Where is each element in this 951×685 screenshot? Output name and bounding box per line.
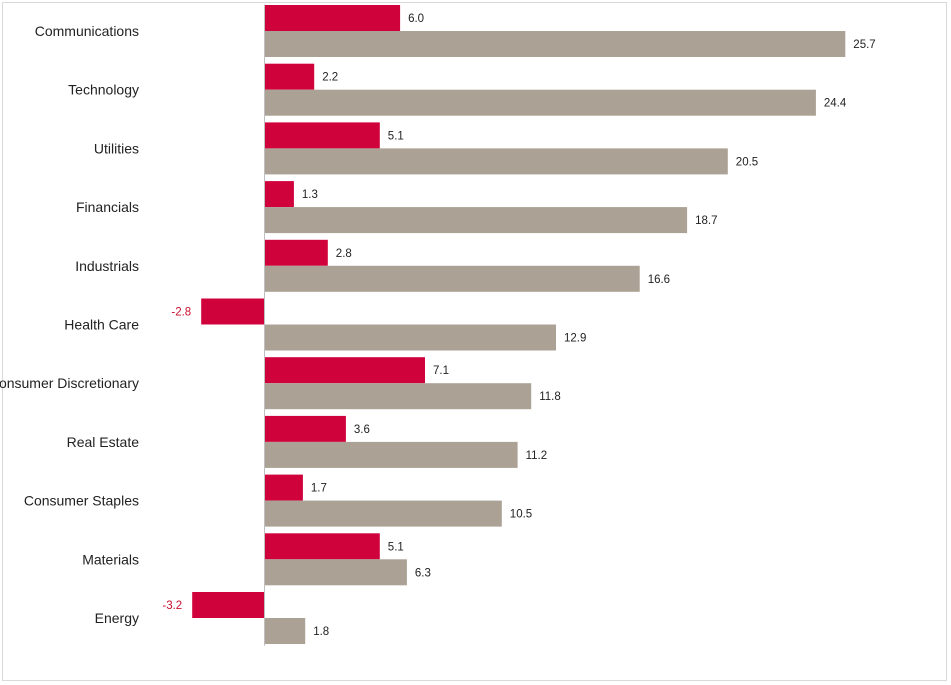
data-label: 24.4 [824,98,847,110]
bar-series-2 [264,324,556,351]
data-label: 18.7 [695,215,717,227]
category-label: Financials [76,199,139,215]
bar-series-1 [264,5,401,31]
category-label: Utilities [94,140,139,156]
data-label: 11.8 [539,391,561,403]
data-label: 7.1 [433,365,449,377]
category-label: Energy [95,610,139,626]
category-label: Consumer Staples [24,493,139,509]
data-label: 5.1 [388,541,404,553]
bar-series-2 [264,148,728,175]
bar-series-1 [201,298,265,325]
bar-series-1 [264,181,294,208]
category-label: Communications [35,23,139,39]
data-label: 6.3 [415,567,431,579]
bar-series-2 [264,31,846,57]
category-label: Health Care [64,317,139,333]
data-label: -2.8 [171,307,191,319]
data-label: -3.2 [162,600,182,612]
category-label: Materials [82,551,139,567]
bar-series-1 [264,474,303,501]
bar-series-1 [264,533,380,560]
data-label: 6.0 [408,13,424,25]
data-label: 10.5 [510,509,532,521]
data-label: 3.6 [354,424,370,436]
bar-series-2 [264,383,532,410]
category-label: Consumer Discretionary [0,375,139,391]
data-label: 16.6 [648,274,670,286]
bar-series-2 [264,500,502,527]
category-label: Real Estate [67,434,140,450]
data-label: 12.9 [564,333,586,345]
bar-series-2 [264,618,306,644]
bar-series-2 [264,207,688,234]
category-label: Industrials [75,258,139,274]
bar-series-2 [264,441,518,468]
data-label: 1.7 [311,483,327,495]
category-label: Technology [68,82,139,98]
bar-series-1 [264,63,315,90]
data-label: 1.8 [313,626,329,638]
bar-series-1 [264,357,425,384]
data-label: 5.1 [388,130,404,142]
bar-series-1 [264,239,328,266]
data-label: 2.2 [322,72,338,84]
data-label: 2.8 [336,248,352,260]
bar-series-1 [264,415,346,442]
data-label: 11.2 [526,450,548,462]
labels-layer: Communications 6.0 25.7 Technology 2.2 24.4 Ut… [0,13,876,638]
bar-series-2 [264,559,407,586]
data-label: 25.7 [853,39,875,51]
data-label: 20.5 [736,156,758,168]
data-label: 1.3 [302,189,318,201]
bar-series-2 [264,89,816,116]
bar-series-1 [192,592,265,618]
bar-series-2 [264,265,640,292]
bars-layer [192,5,846,644]
bar-series-1 [264,122,380,149]
